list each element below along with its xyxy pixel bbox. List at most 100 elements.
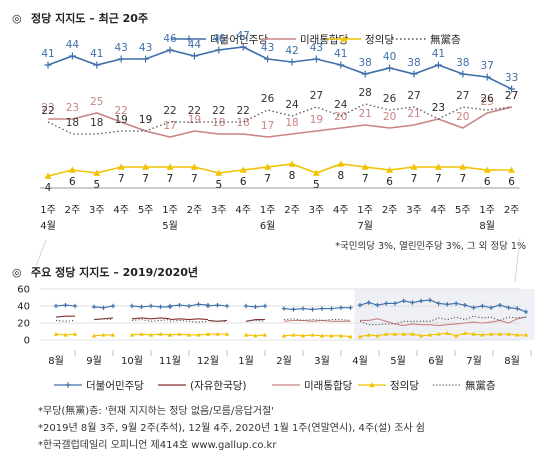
chart2-point-minjoo-1-1	[101, 305, 106, 310]
chart2-point-minjoo-6-7	[348, 305, 353, 310]
chart1-footnote: *국민의당 3%, 열린민주당 3%, 그 외 정당 1%	[335, 240, 526, 252]
data-label-no-party-4: 19	[139, 114, 152, 126]
point-minjoo-2	[93, 61, 101, 69]
chart2-point-minjoo-1-2	[110, 303, 116, 309]
chart2-month-4: 12월	[197, 355, 219, 367]
chart2-line-justice-6	[283, 334, 351, 338]
data-label-minjoo-14: 40	[383, 51, 396, 63]
point-minjoo-18	[483, 73, 491, 81]
chart2-point-minjoo-6-0	[281, 306, 287, 311]
data-label-mirae-2: 25	[90, 96, 103, 108]
chart2-line-liberty-3	[169, 318, 209, 321]
chart2-point-minjoo-7-11	[453, 301, 459, 306]
chart2-point-minjoo-7-12	[462, 302, 468, 308]
chart2-line-liberty-4	[207, 319, 228, 322]
chart2-bullet: ◎	[12, 266, 22, 279]
data-label-mirae-8: 18	[237, 117, 250, 129]
x-tick-label-1: 2주	[65, 205, 81, 216]
chart2-month-8: 4월	[352, 355, 368, 367]
chart2-line-justice-7	[359, 332, 527, 338]
series-line-minjoo	[47, 46, 512, 90]
chart2-point-justice-1-1	[101, 332, 106, 337]
chart2-title: 주요 정당 지지도 – 2019/2020년	[31, 265, 198, 279]
data-label-mirae-16: 23	[432, 102, 445, 114]
y-tick-40: 40	[17, 302, 30, 313]
chart2-point-minjoo-7-8	[427, 297, 433, 303]
chart2-point-justice-7-11	[453, 333, 459, 338]
data-label-mirae-1: 23	[66, 102, 79, 114]
data-label-mirae-13: 21	[359, 108, 372, 120]
data-label-no-party-8: 22	[237, 105, 250, 117]
x-tick-label-19: 2주	[504, 205, 520, 216]
chart2-point-justice-0-0	[53, 331, 59, 336]
data-label-justice-5: 7	[167, 173, 174, 185]
series-line-mirae	[48, 106, 512, 138]
x-tick-label-10: 2주	[284, 205, 300, 216]
legend-label-minjoo: 더불어민주당	[210, 34, 268, 46]
chart2-point-minjoo-3-1	[177, 302, 182, 308]
point-justice-3	[117, 163, 125, 170]
highlight-recent-20-weeks	[354, 289, 535, 340]
chart2-point-minjoo-7-19	[523, 309, 529, 315]
chart2-point-minjoo-0-2	[72, 303, 78, 309]
data-label-minjoo-7: 46	[212, 33, 226, 45]
chart2-point-justice-0-1	[63, 332, 68, 337]
chart2-point-justice-7-13	[471, 331, 476, 336]
point-minjoo-3	[117, 55, 125, 63]
point-justice-1	[68, 166, 76, 173]
x-month-label-18: 8월	[479, 220, 495, 232]
chart2-point-justice-7-9	[436, 331, 441, 336]
data-label-no-party-12: 24	[334, 99, 348, 111]
x-tick-label-15: 3주	[406, 205, 422, 216]
chart2-plot: 0 20 40 60 8월 9월 10월 11월 12월 1월 2월 3월 4월 5월 6월 7월 8월	[17, 285, 535, 367]
point-justice-18	[483, 166, 491, 173]
chart2-month-3: 11월	[159, 355, 181, 367]
point-justice-6	[190, 163, 198, 170]
data-label-justice-16: 7	[435, 173, 442, 185]
notes: *무당(無黨)층: '현재 지지하는 정당 없음/모름/응답거절' *2019년…	[38, 403, 425, 454]
chart2-point-justice-6-3	[310, 332, 315, 337]
data-label-mirae-3: 22	[115, 105, 128, 117]
data-label-minjoo-17: 38	[456, 57, 469, 69]
point-minjoo-11	[312, 55, 320, 63]
chart2-point-minjoo-5-1	[253, 304, 258, 310]
data-label-no-party-11: 27	[310, 90, 323, 102]
chart2-point-minjoo-7-9	[436, 301, 441, 306]
data-label-no-party-6: 22	[188, 105, 201, 117]
point-justice-11	[312, 169, 320, 176]
chart2-point-minjoo-7-4	[392, 301, 398, 306]
chart2-point-justice-2-0	[129, 332, 135, 337]
x-tick-label-17: 5주	[455, 205, 471, 216]
chart2-point-minjoo-5-2	[262, 303, 268, 309]
chart2-point-minjoo-2-3	[158, 304, 163, 310]
data-label-no-party-19: 27	[505, 90, 518, 102]
chart2-point-minjoo-2-2	[148, 303, 154, 309]
data-label-mirae-4: 19	[139, 114, 152, 126]
chart2-line-liberty-2	[131, 317, 171, 320]
data-label-no-party-9: 26	[261, 93, 275, 105]
data-label-justice-18: 6	[484, 176, 491, 188]
chart2-point-justice-7-10	[445, 331, 450, 335]
x-tick-label-6: 2주	[187, 205, 203, 216]
point-justice-16	[434, 163, 442, 170]
data-label-no-party-1: 18	[66, 117, 79, 129]
point-justice-19	[508, 166, 516, 173]
zoom-connector-right	[514, 237, 521, 283]
x-tick-label-0: 1주	[40, 205, 56, 216]
chart2-point-justice-4-1	[215, 331, 220, 336]
chart2-month-6: 2월	[276, 355, 292, 367]
chart2-point-minjoo-7-2	[375, 302, 380, 308]
chart2-point-justice-2-1	[139, 331, 144, 336]
chart2-point-minjoo-7-17	[506, 305, 511, 310]
point-minjoo-10	[288, 58, 296, 66]
chart2-point-justice-7-12	[462, 331, 468, 335]
chart2-point-minjoo-7-18	[515, 306, 520, 311]
chart2-point-justice-6-6	[338, 333, 344, 338]
chart1-legend: 더불어민주당 미래통합당 정의당 無黨층	[172, 33, 461, 46]
data-label-mirae-18: 25	[481, 96, 494, 108]
note-no-party: *무당(無黨)층: '현재 지지하는 정당 없음/모름/응답거절'	[38, 406, 274, 417]
data-label-minjoo-11: 43	[310, 42, 323, 54]
data-label-minjoo-6: 44	[188, 39, 202, 51]
chart2-legend-label-minjoo: 더불어민주당	[86, 380, 144, 392]
x-tick-label-4: 5주	[138, 205, 154, 216]
